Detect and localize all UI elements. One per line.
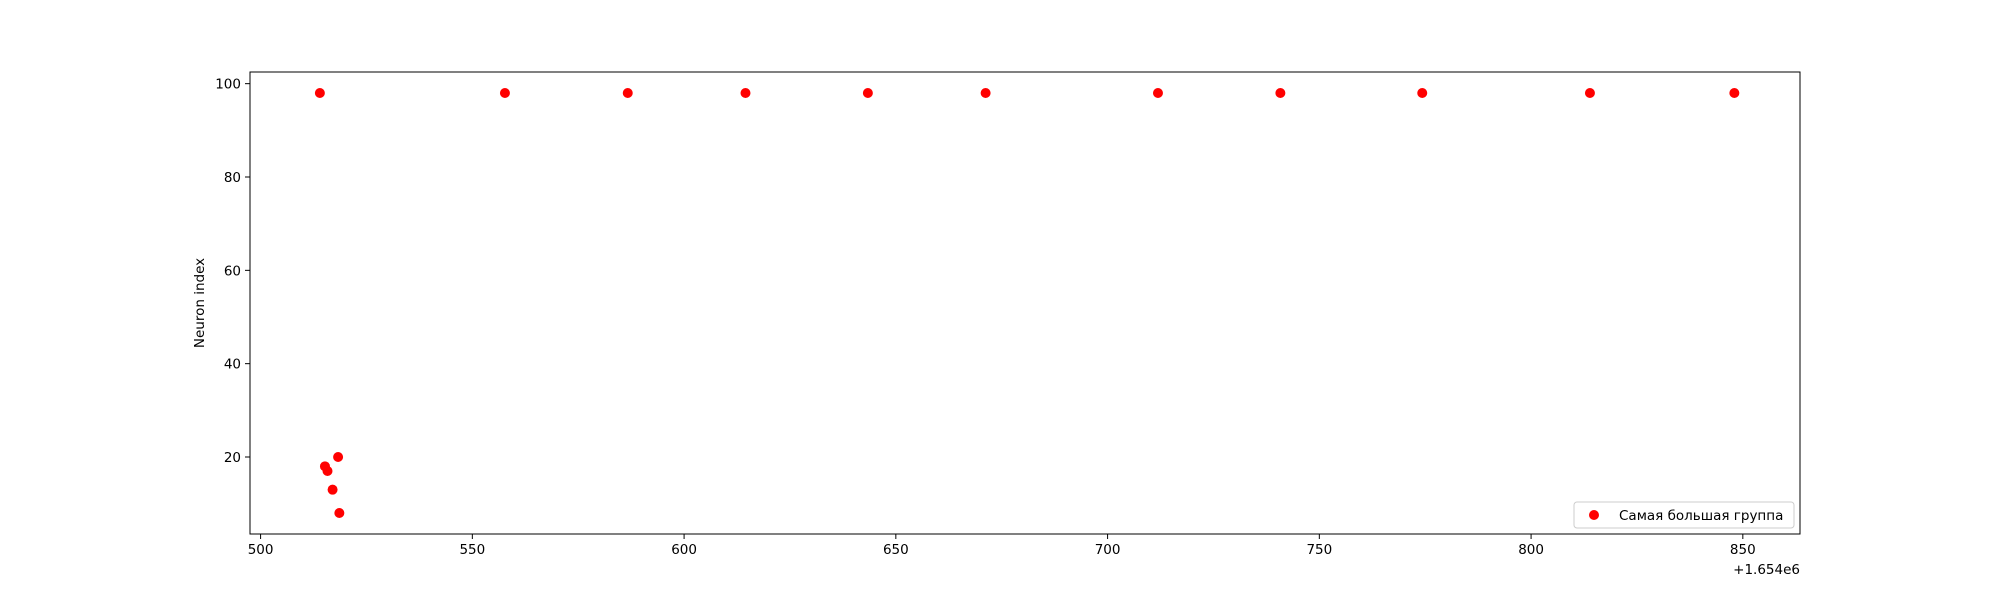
data-point [980, 88, 991, 98]
data-point [327, 484, 338, 495]
data-point [314, 88, 325, 98]
data-point [1152, 88, 1163, 98]
data-point [740, 88, 751, 98]
y-tick-label: 100 [215, 77, 241, 93]
legend-box [1573, 501, 1795, 529]
y-tick-label: 80 [224, 170, 241, 186]
legend-label: Самая большая группа [1619, 508, 1783, 524]
data-point [333, 452, 344, 462]
y-tick-label: 20 [224, 450, 241, 466]
x-tick-label: 850 [1730, 542, 1756, 558]
y-tick-label: 40 [224, 357, 241, 373]
x-tick-label: 600 [671, 542, 697, 558]
data-point [1417, 88, 1428, 98]
x-axis-offset-label: +1.654e6 [1733, 562, 1800, 578]
x-tick-label: 500 [248, 542, 274, 558]
x-axis-ticks: 500 550 600 650 700 750 800 850 [248, 534, 1756, 558]
y-axis-label: Neuron index [192, 258, 208, 348]
y-axis-ticks: 20 40 60 80 100 [215, 77, 250, 466]
data-points [314, 88, 1740, 518]
data-point [334, 508, 345, 518]
legend-marker [1589, 510, 1599, 520]
data-point [499, 88, 510, 98]
data-point [622, 88, 633, 98]
data-point [1584, 88, 1595, 98]
x-tick-label: 700 [1095, 542, 1121, 558]
y-tick-label: 60 [224, 263, 241, 279]
data-point [1729, 88, 1740, 98]
data-point [1275, 88, 1286, 98]
x-tick-label: 650 [883, 542, 909, 558]
data-point [322, 466, 333, 476]
x-tick-label: 750 [1306, 542, 1332, 558]
x-tick-label: 800 [1518, 542, 1544, 558]
plot-frame [249, 71, 1801, 535]
data-point [862, 88, 873, 98]
x-tick-label: 550 [459, 542, 485, 558]
legend: Самая большая группа [1573, 501, 1795, 529]
